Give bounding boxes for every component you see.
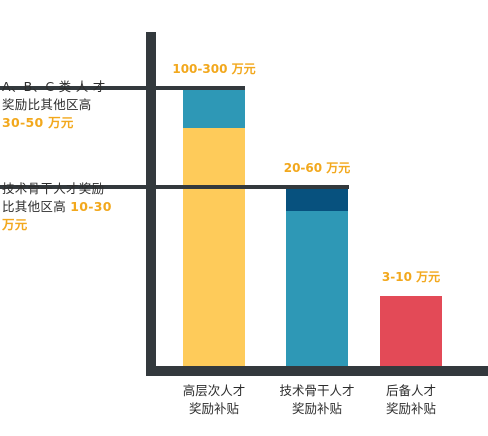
reference-line-technical: [0, 185, 349, 189]
bar-1-segment-2: [183, 128, 245, 366]
category-label-2-line-2: 奖励补贴: [292, 401, 342, 416]
bar-1-segment-1: [183, 89, 245, 128]
y-axis: [146, 32, 156, 370]
annotation-technical: 技术骨干人才奖励 比其他区高 10-30 万元: [2, 180, 132, 234]
reference-line-abc: [0, 86, 245, 90]
annotation-abc-highlight: 30-50 万元: [2, 115, 74, 130]
category-label-1-line-2: 奖励补贴: [189, 401, 239, 416]
value-label-2: 20-60 万元: [284, 161, 351, 175]
value-labels: 100-300 万元 20-60 万元 3-10 万元: [172, 62, 440, 284]
bar-3-segment-1: [380, 296, 442, 366]
bars: [183, 89, 442, 366]
category-label-1-line-1: 高层次人才: [183, 383, 246, 398]
category-label-3-line-1: 后备人才: [386, 383, 436, 398]
annotation-abc-text: A、B、C 类 人 才 奖励比其他区高: [2, 79, 106, 112]
annotation-technical-text: 技术骨干人才奖励 比其他区高: [2, 181, 105, 214]
value-label-1: 100-300 万元: [172, 62, 255, 76]
annotation-abc: A、B、C 类 人 才 奖励比其他区高 30-50 万元: [2, 78, 127, 132]
x-axis: [146, 366, 488, 376]
annotation-technical-highlight: 10-30 万元: [2, 199, 112, 232]
category-label-3-line-2: 奖励补贴: [386, 401, 436, 416]
category-label-2-line-1: 技术骨干人才: [279, 383, 354, 398]
bar-2-segment-2: [286, 211, 348, 366]
value-label-3: 3-10 万元: [382, 270, 440, 284]
bar-2-segment-1: [286, 188, 348, 211]
